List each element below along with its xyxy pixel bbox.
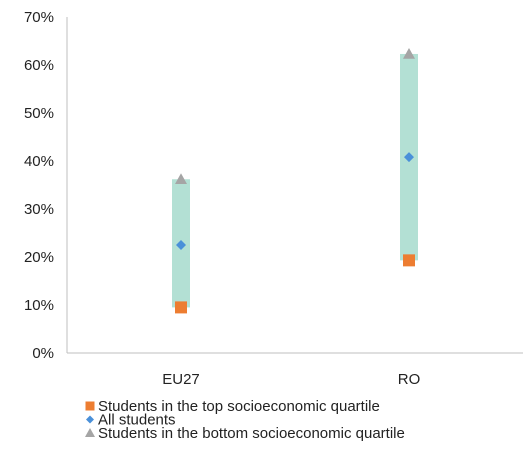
y-tick-label: 30% xyxy=(24,201,54,218)
y-tick-label: 60% xyxy=(24,57,54,74)
legend-item: All students xyxy=(86,412,176,429)
y-tick-label: 40% xyxy=(24,153,54,170)
y-tick-label: 20% xyxy=(24,249,54,266)
legend-label: Students in the top socioeconomic quarti… xyxy=(98,398,380,415)
y-tick-label: 10% xyxy=(24,297,54,314)
y-tick-labels: 0% 10% 20% 30% 40% 50% 60% 70% xyxy=(24,9,54,362)
data-point-square xyxy=(403,254,415,267)
legend-marker-triangle xyxy=(85,428,95,437)
data-point-diamond xyxy=(404,152,414,163)
legend-marker-square xyxy=(85,401,95,411)
legend-label: All students xyxy=(98,412,176,429)
data-markers xyxy=(175,47,415,314)
data-point-triangle xyxy=(175,173,187,185)
legend-item: Students in the bottom socioeconomic qua… xyxy=(85,425,405,442)
x-tick-label: RO xyxy=(398,371,421,388)
range-bands xyxy=(172,53,418,308)
data-point-square xyxy=(175,301,187,314)
legend-label: Students in the bottom socioeconomic qua… xyxy=(98,425,405,442)
legend-marker-diamond xyxy=(86,415,94,424)
x-tick-label: EU27 xyxy=(162,371,200,388)
y-tick-label: 0% xyxy=(32,345,54,362)
data-point-triangle xyxy=(403,47,415,59)
y-tick-label: 70% xyxy=(24,9,54,26)
data-point-diamond xyxy=(176,240,186,250)
y-tick-label: 50% xyxy=(24,105,54,122)
legend-item: Students in the top socioeconomic quarti… xyxy=(85,398,380,415)
axes xyxy=(66,17,523,354)
x-tick-labels: EU27 RO xyxy=(162,371,420,388)
legend: Students in the top socioeconomic quarti… xyxy=(85,398,405,442)
